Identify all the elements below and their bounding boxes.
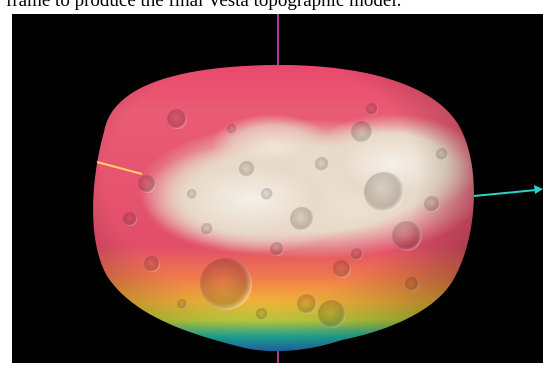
3d-model-viewport[interactable] — [12, 14, 543, 363]
figure-caption: frame to produce the final Vesta topogra… — [6, 0, 402, 11]
horizontal-axis — [473, 185, 543, 197]
vesta-body — [93, 64, 474, 352]
vesta-render — [93, 14, 543, 363]
oblique-axis — [96, 161, 143, 175]
